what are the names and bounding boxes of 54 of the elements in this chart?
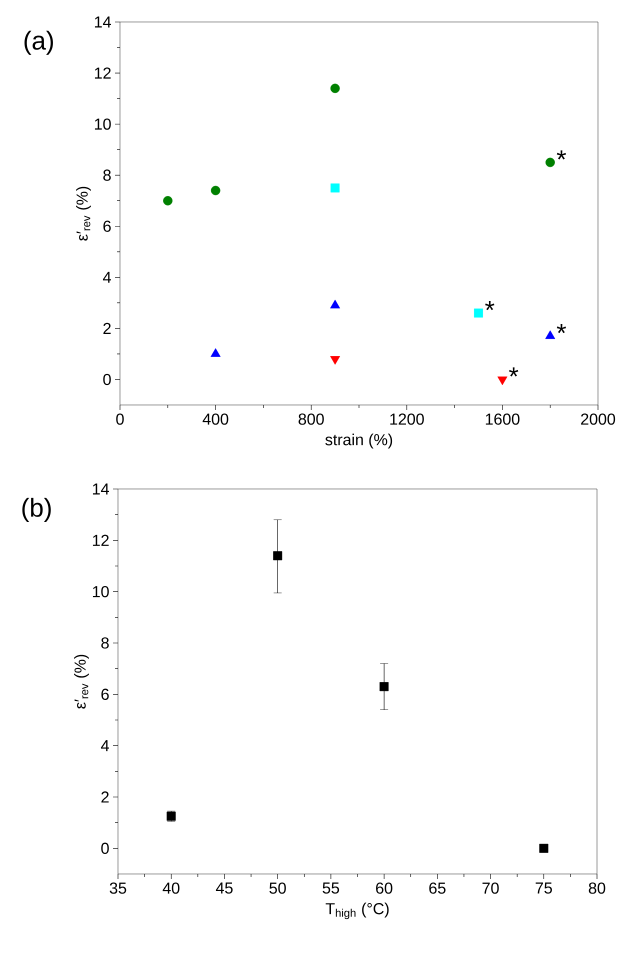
y-tick-label: 0 <box>103 374 111 386</box>
x-axis-title: strain (%) <box>325 434 392 448</box>
y-tick-label: 0 <box>101 842 109 854</box>
x-tick-label: 80 <box>588 882 606 894</box>
y-tick-label: 10 <box>92 586 109 598</box>
y-axis-title: ε′$_{rev}$ (%) <box>74 654 89 709</box>
chart-title: (a) <box>24 30 53 55</box>
annotation: * <box>556 150 566 160</box>
x-tick-label: 55 <box>322 882 340 894</box>
y-tick-label: 8 <box>101 637 109 649</box>
point <box>330 84 340 94</box>
chart-title: (b) <box>22 498 51 522</box>
x-tick-label: 70 <box>482 882 499 894</box>
x-tick-label: 1200 <box>390 414 424 425</box>
x-tick-label: 800 <box>298 414 324 425</box>
point <box>546 158 555 168</box>
y-tick-label: 12 <box>94 67 111 79</box>
point <box>273 551 282 560</box>
x-tick-label: 45 <box>216 882 233 894</box>
y-tick-label: 6 <box>103 220 111 232</box>
point <box>380 682 389 692</box>
y-tick-label: 4 <box>102 272 112 283</box>
annotation: * <box>556 324 566 334</box>
x-tick-label: 2000 <box>581 414 616 425</box>
x-tick-label: 400 <box>202 414 228 425</box>
y-tick-label: 2 <box>101 791 109 803</box>
point <box>545 330 556 339</box>
y-axis-title: ε′$_{rev}$ (%) <box>76 186 91 241</box>
x-tick-label: 60 <box>376 882 392 894</box>
x-tick-label: 65 <box>429 882 446 894</box>
x-tick-label: 0 <box>116 414 124 425</box>
annotation: * <box>485 301 494 310</box>
point <box>330 300 340 308</box>
y-tick-label: 8 <box>103 170 111 181</box>
annotation: * <box>509 367 518 377</box>
y-tick-label: 14 <box>94 16 111 28</box>
y-tick-label: 2 <box>103 322 111 334</box>
y-tick-label: 12 <box>92 534 109 546</box>
point <box>330 183 340 192</box>
x-axis-title: T$_{high}$ (°C) <box>326 902 389 920</box>
x-tick-label: 35 <box>110 882 126 894</box>
point <box>539 844 548 853</box>
x-tick-label: 75 <box>536 882 552 894</box>
point <box>163 196 172 206</box>
point <box>210 186 220 196</box>
x-tick-label: 40 <box>162 882 180 894</box>
y-tick-label: 14 <box>92 484 109 494</box>
y-tick-label: 4 <box>100 740 110 752</box>
x-tick-label: 1600 <box>486 414 520 425</box>
x-tick-label: 50 <box>269 882 286 894</box>
y-tick-label: 10 <box>94 118 111 130</box>
point <box>474 308 483 318</box>
point <box>210 348 221 357</box>
y-tick-label: 6 <box>101 688 109 700</box>
